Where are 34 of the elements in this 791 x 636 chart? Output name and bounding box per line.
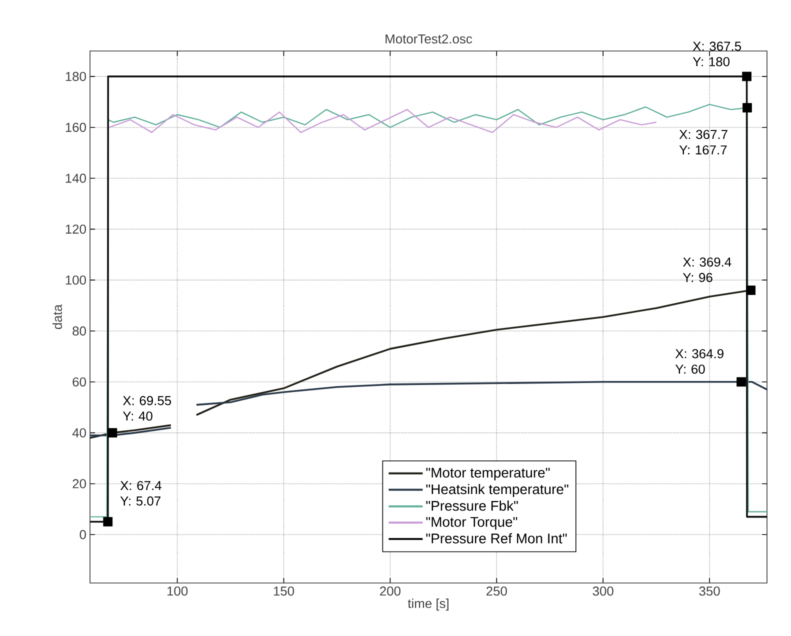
point <box>746 286 756 295</box>
y-tick-label: 100 <box>66 276 86 285</box>
legend-label: "Motor temperature" <box>426 468 550 480</box>
x-axis-title: time [s] <box>408 598 448 611</box>
y-tick-label: 160 <box>66 122 86 132</box>
y-axis-title: data <box>52 304 62 330</box>
legend-label: "Motor Torque" <box>426 517 518 530</box>
x-tick-label: 100 <box>167 586 188 596</box>
x-tick-label: 250 <box>486 586 507 596</box>
y-tick-label: 140 <box>66 174 86 183</box>
point <box>108 428 118 438</box>
annotation: X: 369.4 Y: 96 <box>682 257 732 282</box>
annotation: X: 69.55 Y: 40 <box>122 396 172 421</box>
annotation: X: 364.9 Y: 60 <box>675 349 724 374</box>
legend-label: "Heatsink temperature" <box>426 484 568 497</box>
legend-label: "Pressure Fbk" <box>426 500 518 511</box>
annotation: X: 367.5 Y: 180 <box>692 42 741 66</box>
y-tick-label: 120 <box>66 224 86 234</box>
x-tick-label: 300 <box>592 586 614 596</box>
y-tick-label: 80 <box>72 326 86 336</box>
x-tick-label: 150 <box>274 586 294 596</box>
annotation: X: 367.7 Y: 167.7 <box>679 130 728 154</box>
y-tick-label: 40 <box>72 428 86 438</box>
y-tick-label: 60 <box>72 377 86 386</box>
y-tick-label: 20 <box>72 479 86 488</box>
point <box>103 517 113 526</box>
x-tick-label: 350 <box>699 586 720 596</box>
y-tick-label: 0 <box>80 530 86 540</box>
y-tick-label: 180 <box>66 72 86 82</box>
x-tick-label: 200 <box>380 586 400 596</box>
annotation: X: 67.4 Y: 5.07 <box>120 480 162 506</box>
point <box>742 72 752 82</box>
chart-title: MotorTest2.osc <box>386 34 472 44</box>
legend-label: "Pressure Ref Mon Int" <box>426 533 567 544</box>
